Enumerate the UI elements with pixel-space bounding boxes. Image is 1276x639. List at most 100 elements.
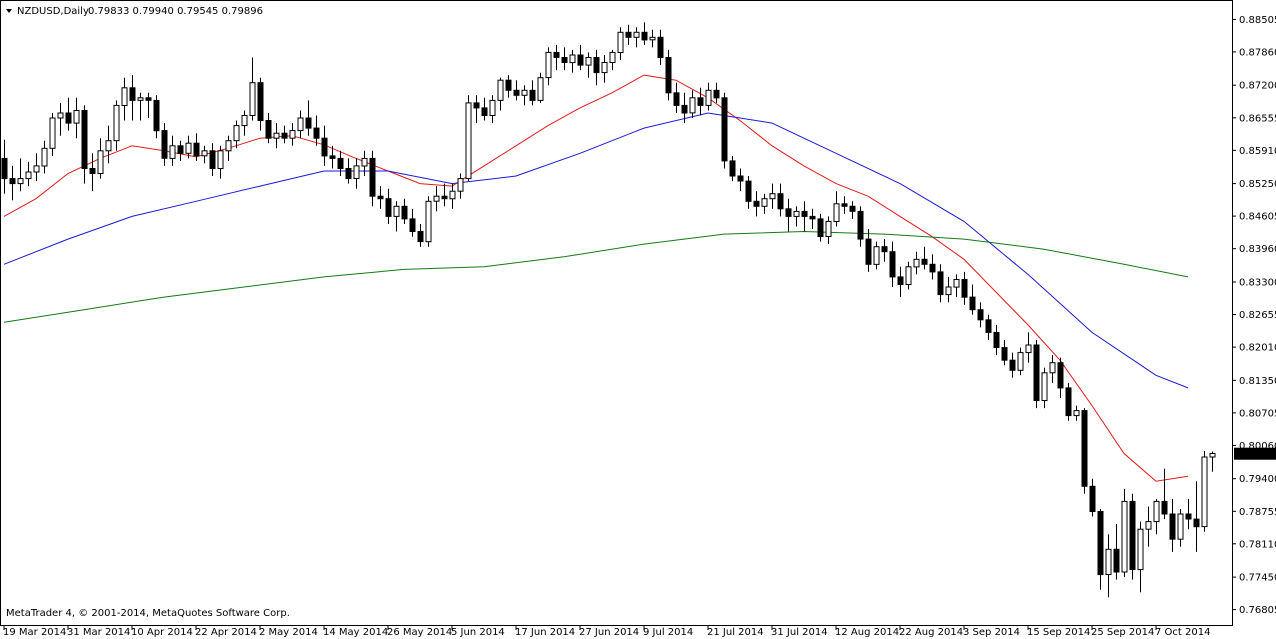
- candle: [241, 110, 248, 136]
- candle-body-up: [465, 102, 472, 180]
- candle-body-down: [985, 319, 992, 333]
- candle-body-up: [497, 79, 504, 101]
- candle-body-up: [105, 140, 112, 152]
- candle: [697, 87, 704, 116]
- candle: [761, 193, 768, 214]
- symbol-title: NZDUSD,Daily: [17, 6, 89, 17]
- candle-body-up: [361, 157, 368, 167]
- ohlc-values: 0.79833 0.79940 0.79545 0.79896: [88, 6, 263, 17]
- candle-body-down: [865, 238, 872, 265]
- candle: [17, 158, 24, 192]
- candle: [617, 27, 624, 60]
- candle: [361, 150, 368, 176]
- candle-body-down: [561, 57, 568, 63]
- candle-body-up: [489, 99, 496, 117]
- candle-body-down: [665, 57, 672, 94]
- time-tick-label: 15 Sep 2014: [1027, 627, 1090, 638]
- candle-body-down: [481, 107, 488, 117]
- candle-body-up: [297, 117, 304, 132]
- candle-body-up: [185, 142, 192, 154]
- candle-body-down: [281, 132, 288, 139]
- candle-body-down: [1089, 485, 1096, 512]
- candle: [569, 49, 576, 73]
- candle: [457, 173, 464, 199]
- candle: [273, 123, 280, 149]
- candle-body-up: [953, 279, 960, 288]
- candle: [633, 27, 640, 48]
- candle: [777, 183, 784, 217]
- candle-body-down: [777, 193, 784, 210]
- candle: [57, 102, 64, 136]
- candles: [1, 22, 1216, 598]
- candle-body-down: [753, 200, 760, 207]
- price-tick-label: 0.76805: [1239, 605, 1276, 616]
- candle-body-down: [209, 150, 216, 170]
- candle: [977, 302, 984, 328]
- candle-body-down: [1, 157, 8, 180]
- candle: [585, 52, 592, 78]
- candle-body-up: [97, 150, 104, 175]
- candle: [25, 161, 32, 187]
- candle: [849, 201, 856, 219]
- candle-body-down: [473, 102, 480, 109]
- candle-body-down: [441, 195, 448, 200]
- candle: [161, 123, 168, 166]
- candle: [793, 206, 800, 227]
- candle-body-down: [345, 168, 352, 180]
- moving-averages: [3, 74, 1189, 482]
- current-price-label: 0.79896: [1238, 449, 1276, 460]
- candle-body-up: [617, 31, 624, 53]
- candle: [1073, 405, 1080, 421]
- candle: [521, 85, 528, 106]
- candle: [337, 150, 344, 176]
- candle: [329, 145, 336, 169]
- candle: [721, 92, 728, 169]
- candle-body-down: [841, 203, 848, 207]
- candle: [129, 75, 136, 121]
- candle: [1201, 451, 1208, 532]
- candle: [1153, 498, 1160, 535]
- candle-body-up: [585, 57, 592, 66]
- candle: [425, 196, 432, 247]
- candle: [97, 138, 104, 179]
- candle-body-down: [849, 205, 856, 212]
- candle-body-down: [513, 89, 520, 96]
- candle: [73, 97, 80, 139]
- candle-body-up: [913, 258, 920, 268]
- candle-body-up: [169, 145, 176, 159]
- candle-body-up: [353, 165, 360, 179]
- candle: [185, 135, 192, 159]
- candle-body-up: [1073, 410, 1080, 417]
- candle-body-up: [825, 220, 832, 237]
- candle-body-up: [1137, 528, 1144, 571]
- candle: [681, 92, 688, 124]
- candle: [593, 49, 600, 86]
- candle-body-up: [1025, 344, 1032, 354]
- candle: [225, 135, 232, 161]
- candle-body-up: [249, 82, 256, 116]
- candle: [553, 44, 560, 71]
- candle-body-up: [33, 165, 40, 173]
- candle-body-up: [833, 203, 840, 223]
- dropdown-triangle-icon[interactable]: [6, 9, 12, 13]
- candle: [1161, 468, 1168, 520]
- candle: [1185, 498, 1192, 530]
- candle: [353, 158, 360, 189]
- candle: [665, 49, 672, 101]
- candle: [489, 95, 496, 124]
- candle: [401, 198, 408, 224]
- candle-body-up: [73, 110, 80, 124]
- candle-body-down: [737, 175, 744, 182]
- candle: [89, 153, 96, 192]
- candle-body-up: [273, 132, 280, 139]
- candle: [193, 133, 200, 161]
- time-tick-label: 7 Oct 2014: [1155, 627, 1210, 638]
- candle-body-up: [433, 195, 440, 202]
